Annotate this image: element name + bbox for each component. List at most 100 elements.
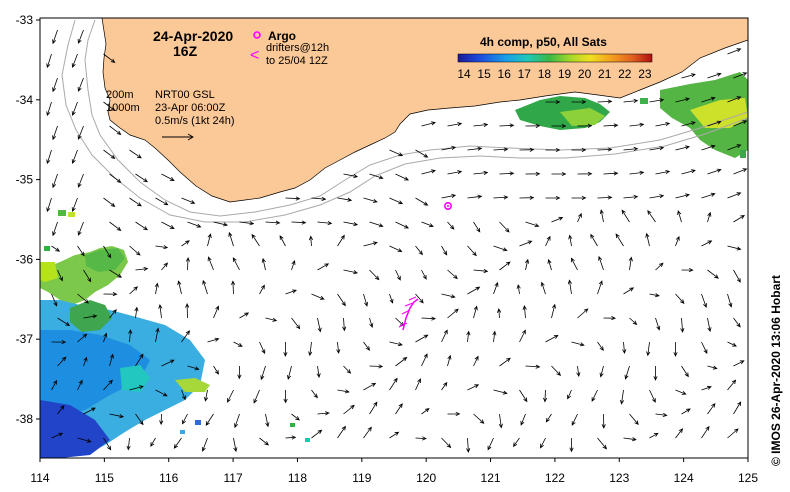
- current-arrow: [727, 144, 742, 151]
- current-arrow: [71, 149, 78, 164]
- current-arrow: [182, 413, 188, 425]
- current-arrow: [260, 365, 266, 381]
- current-arrow: [487, 437, 494, 451]
- current-arrow: [369, 401, 378, 415]
- current-arrow: [493, 281, 499, 295]
- current-arrow: [467, 245, 477, 257]
- current-arrow: [363, 382, 377, 391]
- date-title: 24-Apr-2020: [153, 28, 233, 44]
- current-arrow: [337, 425, 346, 439]
- current-arrow: [540, 437, 546, 449]
- current-arrow: [707, 168, 722, 175]
- current-arrow: [57, 404, 65, 415]
- australia-landmass: [101, 17, 749, 203]
- current-arrow: [291, 220, 307, 225]
- current-arrow: [279, 235, 286, 247]
- current-arrow: [389, 341, 403, 347]
- current-arrow: [540, 281, 546, 295]
- current-arrow: [395, 356, 408, 367]
- current-arrow: [567, 279, 572, 295]
- current-arrow: [571, 195, 587, 200]
- sst-patches-east: [515, 40, 748, 158]
- current-arrow: [701, 144, 716, 151]
- current-arrow: [516, 284, 521, 295]
- current-arrow: [311, 429, 323, 439]
- current-arrow: [103, 332, 108, 343]
- current-arrow: [103, 197, 116, 207]
- current-arrow: [291, 260, 296, 271]
- y-tick-label: -33: [16, 13, 34, 27]
- current-arrow: [421, 121, 437, 127]
- current-arrow: [519, 147, 535, 152]
- current-arrow: [71, 197, 78, 212]
- x-tick-label: 116: [159, 471, 178, 485]
- current-arrow: [173, 437, 182, 449]
- current-arrow: [363, 426, 372, 439]
- current-arrow: [415, 378, 421, 391]
- x-tick-label: 119: [352, 471, 371, 485]
- current-arrow: [421, 316, 437, 321]
- current-arrow: [441, 245, 448, 256]
- current-arrow: [673, 342, 678, 357]
- sst-colorbar: [457, 53, 653, 63]
- current-arrow: [77, 173, 84, 188]
- current-arrow: [311, 196, 327, 201]
- current-arrow: [77, 77, 84, 92]
- current-arrow: [707, 317, 712, 333]
- current-arrow: [441, 293, 456, 299]
- current-arrow: [571, 147, 587, 152]
- current-arrow: [259, 284, 265, 295]
- current-arrow: [308, 341, 313, 357]
- current-arrow: [109, 353, 114, 367]
- current-arrow: [701, 96, 716, 103]
- current-arrow: [337, 293, 346, 307]
- current-arrow: [590, 233, 598, 247]
- current-arrow: [577, 171, 593, 176]
- current-arrow: [525, 221, 540, 228]
- current-arrow: [597, 341, 604, 351]
- current-arrow: [52, 77, 58, 93]
- current-arrow: [525, 171, 541, 176]
- current-arrow: [51, 379, 58, 391]
- current-arrow: [568, 234, 573, 247]
- current-arrow: [213, 305, 219, 319]
- current-arrow: [57, 317, 71, 327]
- sst-tick-label: 17: [518, 67, 532, 81]
- current-arrow: [135, 353, 144, 367]
- current-arrow: [628, 256, 633, 271]
- current-arrow: [707, 402, 716, 415]
- current-arrow: [129, 245, 141, 256]
- current-arrow: [363, 197, 378, 203]
- current-arrow: [83, 407, 96, 415]
- current-arrow: [317, 317, 322, 333]
- current-arrow: [447, 122, 463, 127]
- current-arrow: [623, 194, 639, 200]
- current-arrow: [623, 437, 637, 442]
- current-arrow: [135, 221, 148, 231]
- current-arrow: [181, 197, 196, 204]
- current-arrow: [337, 197, 353, 202]
- current-arrow: [317, 220, 333, 226]
- drifter-track: [398, 296, 419, 331]
- isobath-1000-label: 1000m: [106, 102, 140, 114]
- current-arrow: [499, 221, 510, 233]
- y-tick-label: -38: [16, 412, 34, 426]
- current-arrow: [733, 168, 748, 175]
- current-arrow: [466, 330, 471, 343]
- current-arrow: [389, 197, 404, 205]
- current-arrow: [207, 337, 220, 343]
- current-arrow: [415, 293, 424, 304]
- current-arrow: [519, 389, 528, 403]
- current-arrow: [77, 333, 88, 343]
- current-arrow: [46, 149, 52, 165]
- current-arrow: [77, 437, 92, 443]
- current-arrow: [675, 193, 691, 199]
- current-arrow: [597, 99, 613, 104]
- current-arrow: [213, 221, 229, 227]
- current-arrow: [369, 269, 380, 281]
- current-arrow: [733, 401, 742, 415]
- sst-colorbar-ticks: 14 15 16 17 18 19 20 21 22 23: [457, 67, 652, 81]
- current-arrow: [336, 341, 341, 354]
- current-arrow: [129, 197, 142, 207]
- current-arrow: [577, 212, 582, 223]
